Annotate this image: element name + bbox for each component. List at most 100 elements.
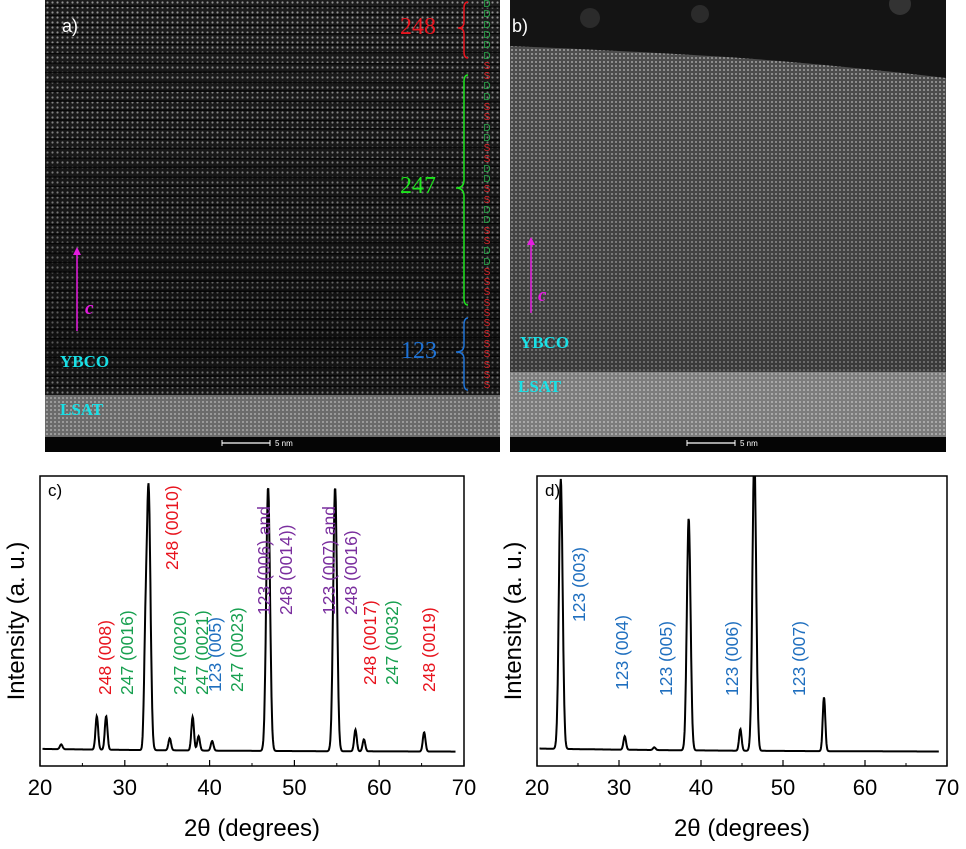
stacking-letter: S (483, 266, 491, 278)
stacking-letter: S (483, 60, 491, 72)
peak-annotation: 247 (0032) (382, 600, 402, 685)
lsat-label-b: LSAT (518, 377, 562, 396)
c-axis-label-b: c (538, 285, 547, 306)
peak-annotation: 248 (0016) (341, 530, 361, 615)
xrd-chart-d: 20 30 40 50 60 70 2θ (degrees) Intensity (a. u.… (500, 475, 959, 842)
peak-annotation: 123 (005) (656, 621, 676, 696)
peak-annotation: 248 (0017) (360, 600, 380, 685)
c-axis-label-a: c (85, 298, 94, 319)
stacking-letter: D (483, 40, 491, 52)
x-tick-label: 30 (607, 775, 631, 800)
stacking-letter: S (483, 380, 491, 392)
peak-annotation: 123 (005) (205, 617, 225, 692)
ybco-label-b: YBCO (520, 333, 570, 352)
stacking-letter: S (483, 102, 491, 113)
phase-label-247: 247 (400, 173, 436, 199)
phase-brackets (455, 1, 469, 391)
stacking-letter: S (483, 359, 491, 371)
stacking-letter: S (483, 277, 491, 289)
stacking-letter: S (483, 112, 491, 124)
scale-bar-label-a: 5 nm (275, 439, 293, 448)
scale-bar-label-b: 5 nm (740, 439, 758, 448)
stacking-letter: S (483, 143, 491, 155)
peak-annotation: 123 (007) and (319, 506, 339, 615)
x-tick-label: 30 (113, 775, 137, 800)
peak-annotation: 247 (0021) (192, 610, 212, 695)
stacking-letter: S (483, 287, 491, 299)
x-tick-label: 60 (367, 775, 391, 800)
stacking-letter: D (483, 0, 491, 10)
panel-label-a: a) (62, 16, 79, 36)
stacking-letter: S (483, 349, 491, 361)
stacking-letter: D (483, 132, 491, 144)
tem-lattice-b (510, 0, 946, 452)
xrd-trace (539, 476, 939, 753)
stacking-letter: S (483, 184, 491, 196)
x-tick-label: 50 (771, 775, 795, 800)
x-tick-label: 20 (28, 775, 52, 800)
phase-label-123: 123 (401, 338, 437, 364)
stacking-letter: S (483, 194, 491, 206)
peak-annotation: 248 (0010) (162, 485, 182, 570)
c-axis-arrow-b (527, 237, 535, 313)
xrd-trace (42, 483, 456, 753)
stacking-letter: S (483, 369, 491, 381)
peak-annotation: 123 (006) and (254, 506, 274, 615)
c-axis-arrow-a (73, 247, 81, 331)
stacking-letter: S (483, 318, 491, 330)
peak-annotation: 247 (0023) (227, 607, 247, 692)
panel-label: d) (545, 481, 560, 500)
stacking-letter: S (483, 328, 491, 340)
stacking-letter: D (483, 81, 491, 93)
stacking-letter: D (483, 205, 491, 216)
x-tick-label: 50 (282, 775, 306, 800)
x-tick-label: 70 (935, 775, 959, 800)
plot-frame (536, 475, 948, 767)
stacking-letter: D (483, 122, 491, 134)
peak-annotation: 248 (008) (95, 620, 115, 695)
stacking-letter: D (483, 50, 491, 62)
x-tick-label: 40 (197, 775, 221, 800)
peak-annotation: 247 (0016) (117, 610, 137, 695)
stacking-letter: S (483, 308, 491, 319)
tem-lattice-a (45, 0, 500, 452)
x-tick-label: 70 (452, 775, 476, 800)
phase-label-248: 248 (400, 14, 436, 40)
stacking-letter: D (483, 163, 491, 175)
stacking-letter: D (483, 215, 491, 227)
y-axis-label: Intensity (a. u.) (500, 542, 527, 701)
x-tick-label: 20 (525, 775, 549, 800)
x-tick-label: 40 (689, 775, 713, 800)
peak-annotation: 123 (007) (789, 621, 809, 696)
panel-label: c) (48, 481, 62, 500)
peak-annotation: 123 (004) (612, 615, 632, 690)
panel-label-b: b) (512, 16, 529, 36)
stacking-letter: S (483, 153, 491, 165)
stacking-letter: S (483, 338, 491, 350)
peak-annotation: 248 (0019) (419, 607, 439, 692)
x-tick-label: 60 (853, 775, 877, 800)
stacking-letter: D (483, 256, 491, 268)
tem-image-b (510, 0, 946, 452)
stacking-letter: S (483, 225, 491, 237)
xrd-chart-c: 20 30 40 50 60 70 2θ (degrees) Intensity (a. u.… (3, 475, 476, 842)
stacking-letter: D (483, 91, 491, 103)
stacking-letter: D (483, 9, 491, 21)
peak-annotation: 123 (003) (569, 547, 589, 622)
tem-image-a (45, 0, 500, 452)
stacking-letter: S (483, 297, 491, 309)
stacking-letter: D (483, 174, 491, 186)
ybco-label-a: YBCO (60, 352, 110, 371)
x-axis-label: 2θ (degrees) (184, 815, 320, 842)
y-axis-label: Intensity (a. u.) (3, 542, 30, 701)
stacking-letter: S (483, 71, 491, 83)
peak-annotation: 248 (0014)) (276, 525, 296, 615)
stacking-letter: D (483, 29, 491, 41)
stacking-letter: D (483, 246, 491, 258)
peak-annotation: 123 (006) (722, 621, 742, 696)
stacking-letter: D (483, 19, 491, 31)
x-axis-label: 2θ (degrees) (674, 815, 810, 842)
lsat-label-a: LSAT (60, 400, 104, 419)
stacking-letter: S (483, 235, 491, 247)
